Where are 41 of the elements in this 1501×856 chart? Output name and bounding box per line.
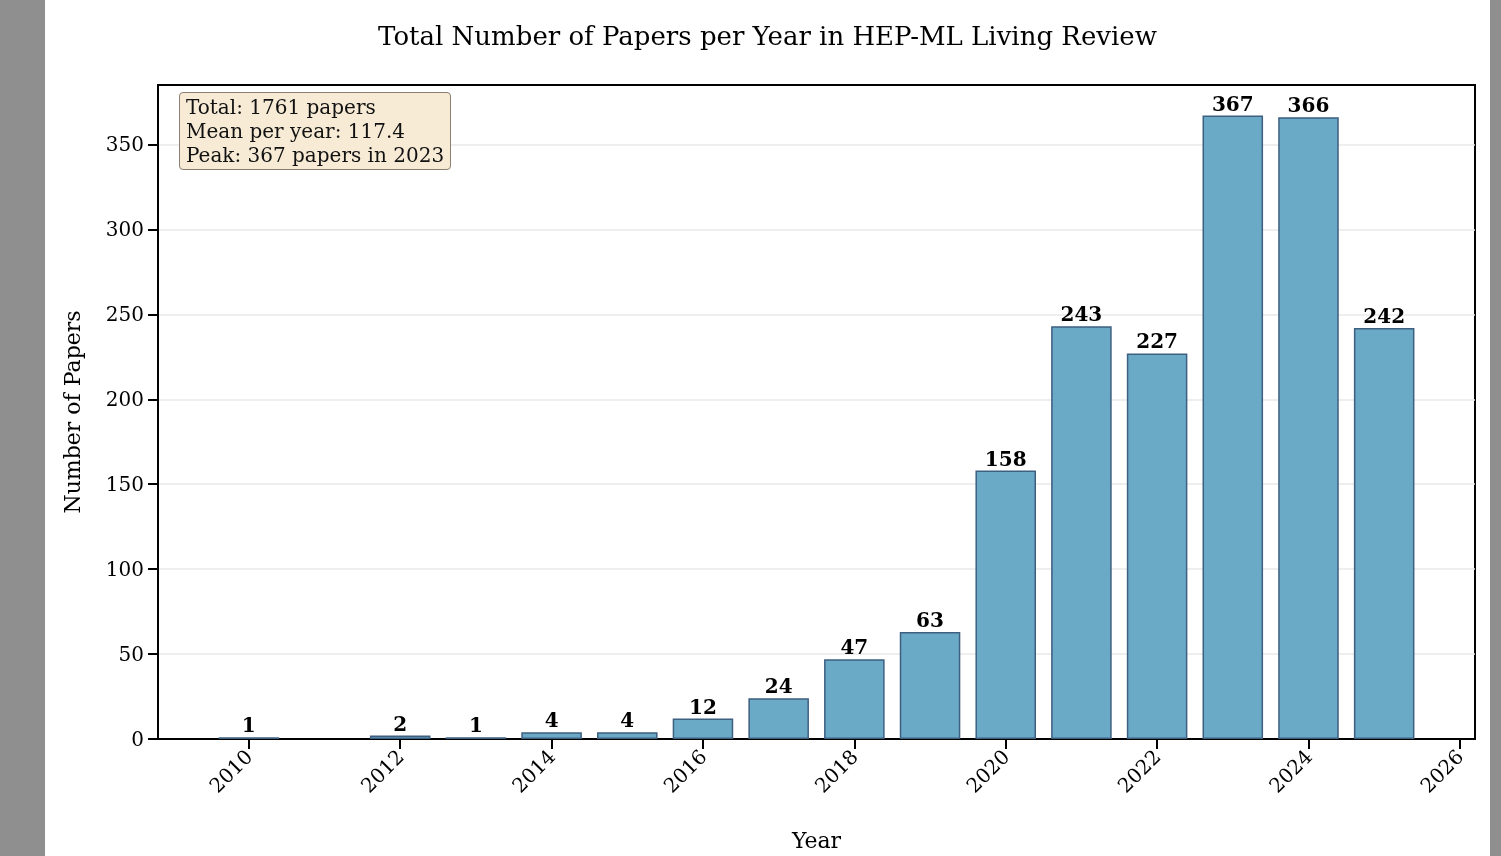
y-tick-label: 0 xyxy=(131,727,144,751)
bar xyxy=(975,470,1036,739)
bar xyxy=(521,732,582,739)
data-label: 63 xyxy=(916,607,944,632)
data-label: 2 xyxy=(393,711,408,736)
annotation: Peak: 367 papers in 2023 xyxy=(186,143,445,167)
data-label: 12 xyxy=(689,694,717,719)
data-label: 24 xyxy=(764,674,793,699)
bar xyxy=(1126,353,1188,739)
data-label: 227 xyxy=(1136,329,1178,354)
y-axis-title: Number of Papers xyxy=(59,310,85,514)
bar xyxy=(1353,327,1415,739)
y-tick-label: 150 xyxy=(105,472,144,497)
bar xyxy=(748,698,809,739)
bar xyxy=(899,631,961,739)
bar xyxy=(1278,117,1339,739)
data-label: 4 xyxy=(544,708,559,733)
annotation: Mean per year: 117.4 xyxy=(186,119,406,143)
y-tick-label: 350 xyxy=(105,132,144,157)
data-label: 1 xyxy=(241,713,256,738)
y-tick-label: 250 xyxy=(105,302,144,327)
bar xyxy=(597,732,658,739)
y-tick-label: 200 xyxy=(105,387,144,412)
bar xyxy=(1051,326,1112,739)
y-tick-label: 50 xyxy=(118,642,144,667)
bar xyxy=(672,718,734,739)
data-label: 47 xyxy=(840,635,869,660)
data-label: 242 xyxy=(1363,303,1406,328)
data-label: 366 xyxy=(1287,93,1330,118)
annotation: Total: 1761 papers xyxy=(186,95,377,119)
data-label: 1 xyxy=(468,713,483,738)
data-label: 243 xyxy=(1060,302,1103,327)
bar xyxy=(1202,115,1264,739)
data-label: 4 xyxy=(620,708,635,733)
x-axis-title: Year xyxy=(790,827,842,853)
y-tick-label: 300 xyxy=(105,217,144,242)
y-tick-label: 100 xyxy=(105,557,144,582)
chart-title: Total Number of Papers per Year in HEP-ML Living Review xyxy=(378,21,1157,51)
data-label: 158 xyxy=(984,446,1027,471)
bar xyxy=(824,659,885,739)
data-label: 367 xyxy=(1211,91,1254,116)
